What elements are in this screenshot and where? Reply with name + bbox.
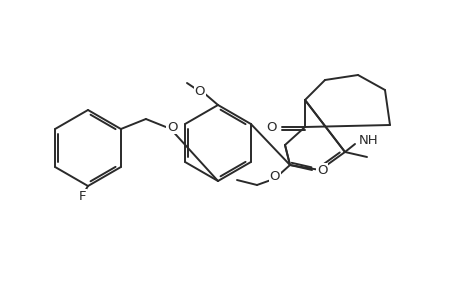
Text: O: O <box>266 121 276 134</box>
Text: O: O <box>316 164 327 176</box>
Text: NH: NH <box>358 134 378 146</box>
Text: F: F <box>79 190 87 202</box>
Text: O: O <box>167 121 177 134</box>
Text: O: O <box>269 170 280 184</box>
Text: O: O <box>194 85 205 98</box>
